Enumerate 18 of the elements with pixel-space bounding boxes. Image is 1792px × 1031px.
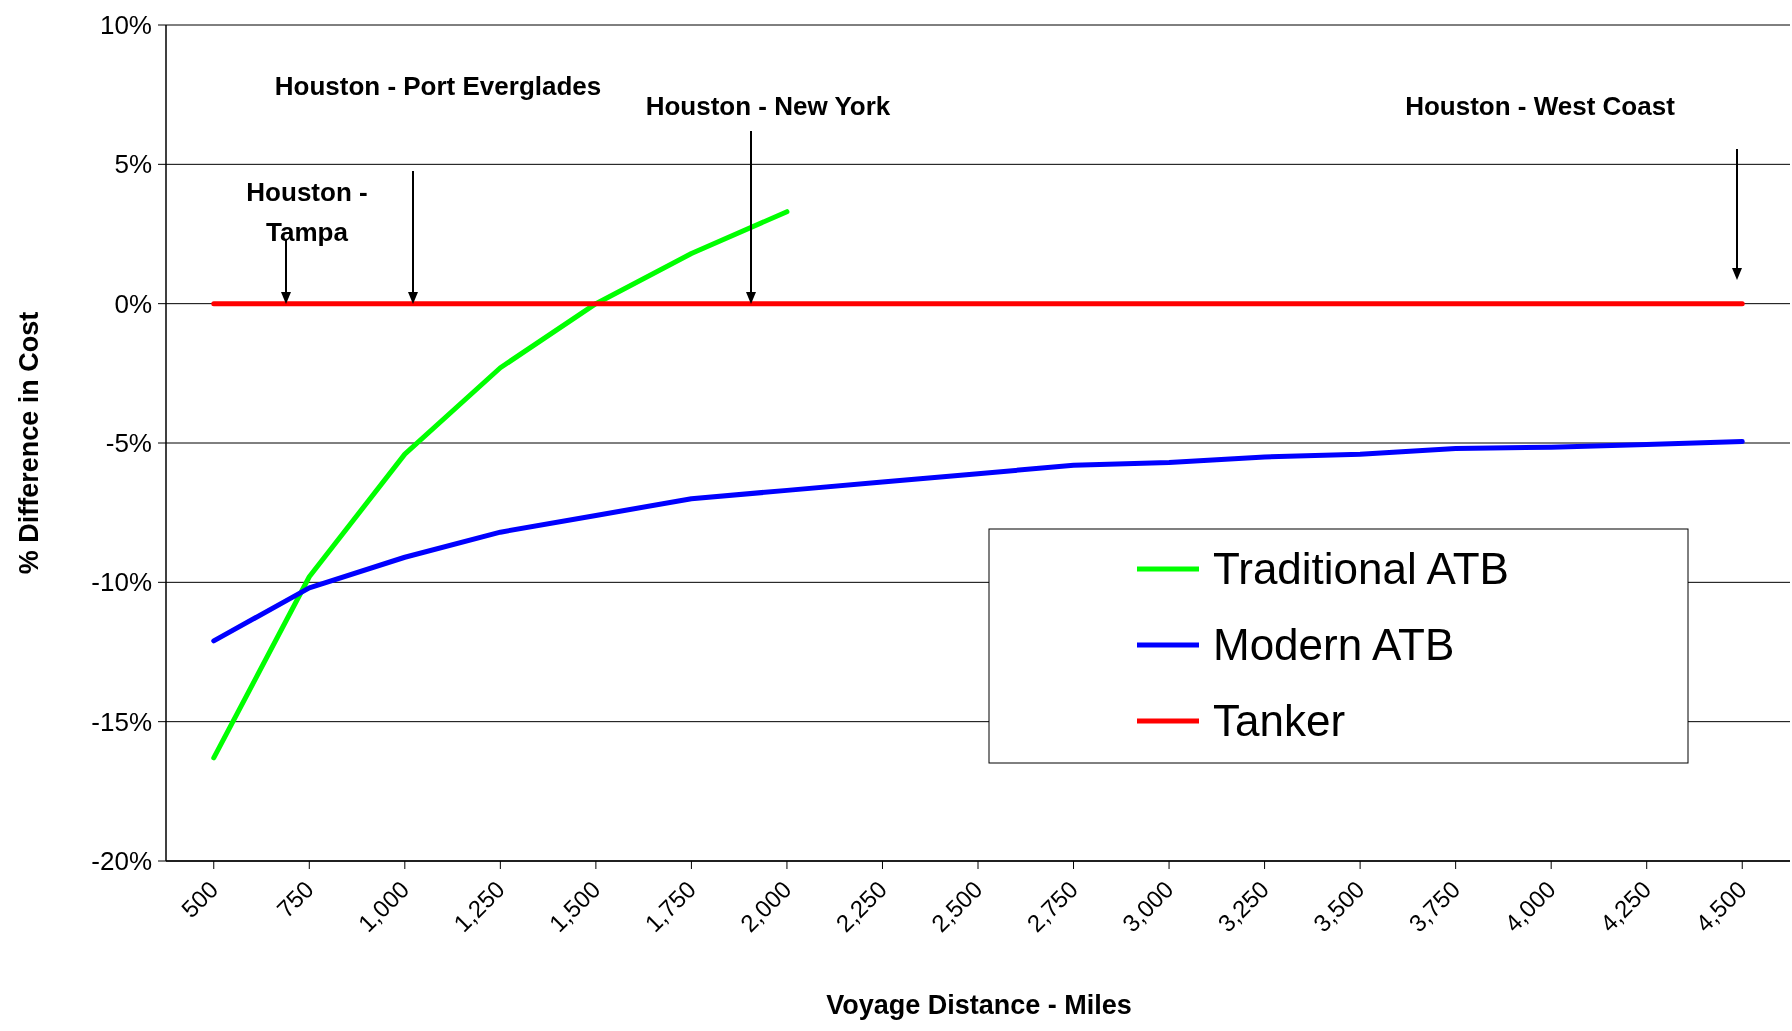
annotation: Houston - West Coast <box>1405 91 1676 121</box>
legend-label: Modern ATB <box>1213 620 1455 670</box>
x-tick-label: 500 <box>175 875 224 923</box>
legend-label: Traditional ATB <box>1213 544 1509 594</box>
y-tick-label: 0% <box>114 288 152 319</box>
annotation: Houston - Tampa <box>246 177 368 247</box>
y-tick-label: -10% <box>91 567 152 598</box>
y-tick-label: 5% <box>114 149 152 180</box>
y-tick-label: -5% <box>105 428 152 459</box>
y-axis-title: % Difference in Cost <box>14 311 44 575</box>
y-tick-label: -20% <box>91 846 152 877</box>
annotation: Houston - New York <box>645 91 891 121</box>
legend-label: Tanker <box>1213 696 1346 746</box>
annotation: Houston - Port Everglades <box>274 71 602 101</box>
y-tick-label: 10% <box>99 10 152 41</box>
x-tick-label: 750 <box>271 875 319 923</box>
y-tick-label: -15% <box>91 706 152 737</box>
x-axis-title: Voyage Distance - Miles <box>826 990 1132 1020</box>
